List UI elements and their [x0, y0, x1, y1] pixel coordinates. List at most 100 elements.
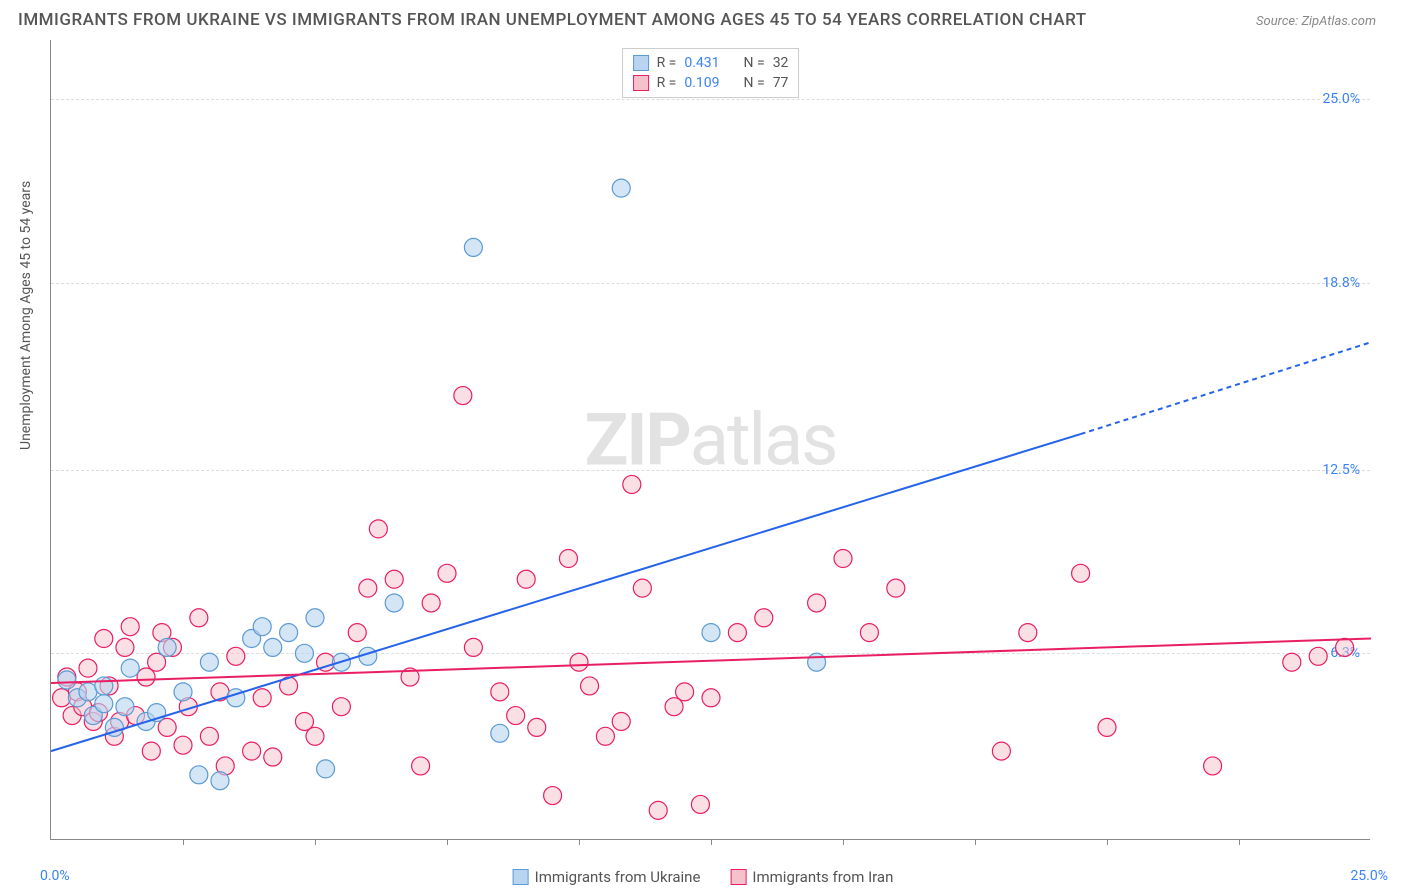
data-point-iran — [1309, 647, 1327, 665]
data-point-ukraine — [808, 653, 826, 671]
data-point-iran — [834, 550, 852, 568]
x-tick — [1107, 839, 1108, 845]
data-point-ukraine — [211, 772, 229, 790]
data-point-ukraine — [121, 659, 139, 677]
data-point-iran — [332, 698, 350, 716]
data-point-iran — [559, 550, 577, 568]
data-point-ukraine — [253, 618, 271, 636]
data-point-iran — [755, 609, 773, 627]
data-point-iran — [348, 624, 366, 642]
data-point-ukraine — [491, 724, 509, 742]
n-label: N = — [744, 55, 765, 71]
data-point-iran — [728, 624, 746, 642]
data-point-iran — [438, 564, 456, 582]
x-tick — [843, 839, 844, 845]
n-value-ukraine: 32 — [773, 55, 789, 71]
data-point-iran — [174, 736, 192, 754]
chart-title: IMMIGRANTS FROM UKRAINE VS IMMIGRANTS FR… — [18, 10, 1087, 30]
legend-item-iran: Immigrants from Iran — [730, 868, 893, 886]
legend-item-ukraine: Immigrants from Ukraine — [513, 868, 701, 886]
data-point-iran — [887, 579, 905, 597]
legend-row-iran: R = 0.109 N = 77 — [633, 73, 789, 93]
n-label: N = — [744, 75, 765, 91]
data-point-iran — [691, 795, 709, 813]
data-point-iran — [517, 570, 535, 588]
data-point-iran — [491, 683, 509, 701]
data-point-ukraine — [116, 698, 134, 716]
data-point-iran — [359, 579, 377, 597]
data-point-iran — [264, 748, 282, 766]
x-tick — [579, 839, 580, 845]
source-attribution: Source: ZipAtlas.com — [1256, 14, 1376, 29]
data-point-iran — [649, 801, 667, 819]
data-point-iran — [464, 638, 482, 656]
data-point-ukraine — [58, 671, 76, 689]
data-point-iran — [507, 707, 525, 725]
data-point-ukraine — [306, 609, 324, 627]
data-point-iran — [306, 727, 324, 745]
data-point-iran — [190, 609, 208, 627]
legend-label-ukraine: Immigrants from Ukraine — [535, 868, 701, 886]
plot-area: ZIPatlas 6.3%12.5%18.8%25.0% R = 0.431 N… — [50, 40, 1370, 840]
data-point-iran — [253, 689, 271, 707]
x-tick — [315, 839, 316, 845]
data-point-ukraine — [200, 653, 218, 671]
data-point-iran — [992, 742, 1010, 760]
data-point-iran — [702, 689, 720, 707]
data-point-iran — [116, 638, 134, 656]
data-point-iran — [1072, 564, 1090, 582]
data-point-ukraine — [295, 644, 313, 662]
data-point-ukraine — [317, 760, 335, 778]
series-legend: Immigrants from Ukraine Immigrants from … — [513, 868, 894, 886]
r-label: R = — [657, 55, 677, 71]
data-point-iran — [1019, 624, 1037, 642]
legend-swatch-iran — [633, 75, 649, 91]
y-axis-label: Unemployment Among Ages 45 to 54 years — [18, 181, 34, 450]
legend-swatch-ukraine — [633, 55, 649, 71]
data-point-ukraine — [158, 638, 176, 656]
data-point-iran — [227, 647, 245, 665]
data-point-iran — [623, 475, 641, 493]
legend-label-iran: Immigrants from Iran — [752, 868, 893, 886]
correlation-legend: R = 0.431 N = 32 R = 0.109 N = 77 — [622, 48, 800, 98]
legend-row-ukraine: R = 0.431 N = 32 — [633, 53, 789, 73]
data-point-iran — [860, 624, 878, 642]
data-point-ukraine — [190, 766, 208, 784]
data-point-iran — [633, 579, 651, 597]
x-tick — [183, 839, 184, 845]
r-label: R = — [657, 75, 677, 91]
data-point-iran — [596, 727, 614, 745]
data-point-ukraine — [612, 179, 630, 197]
source-label: Source: — [1256, 14, 1298, 29]
regression-line-dash-ukraine — [1081, 342, 1371, 434]
x-tick — [711, 839, 712, 845]
data-point-ukraine — [702, 624, 720, 642]
data-point-iran — [422, 594, 440, 612]
data-point-iran — [544, 787, 562, 805]
data-point-iran — [79, 659, 97, 677]
data-point-iran — [808, 594, 826, 612]
chart-container: IMMIGRANTS FROM UKRAINE VS IMMIGRANTS FR… — [0, 0, 1406, 892]
data-point-iran — [612, 712, 630, 730]
data-point-ukraine — [264, 638, 282, 656]
data-point-ukraine — [464, 238, 482, 256]
x-tick — [1239, 839, 1240, 845]
data-point-iran — [454, 387, 472, 405]
data-point-ukraine — [95, 695, 113, 713]
data-point-iran — [385, 570, 403, 588]
data-point-iran — [1204, 757, 1222, 775]
data-point-iran — [95, 630, 113, 648]
data-point-iran — [528, 718, 546, 736]
data-point-iran — [676, 683, 694, 701]
n-value-iran: 77 — [773, 75, 789, 91]
data-point-ukraine — [95, 677, 113, 695]
data-point-ukraine — [385, 594, 403, 612]
x-tick — [447, 839, 448, 845]
data-point-iran — [1336, 638, 1354, 656]
data-point-iran — [581, 677, 599, 695]
data-point-iran — [1098, 718, 1116, 736]
legend-swatch-icon — [730, 869, 746, 885]
data-point-ukraine — [280, 624, 298, 642]
r-value-ukraine: 0.431 — [684, 55, 719, 71]
scatter-plot-svg — [51, 40, 1370, 839]
